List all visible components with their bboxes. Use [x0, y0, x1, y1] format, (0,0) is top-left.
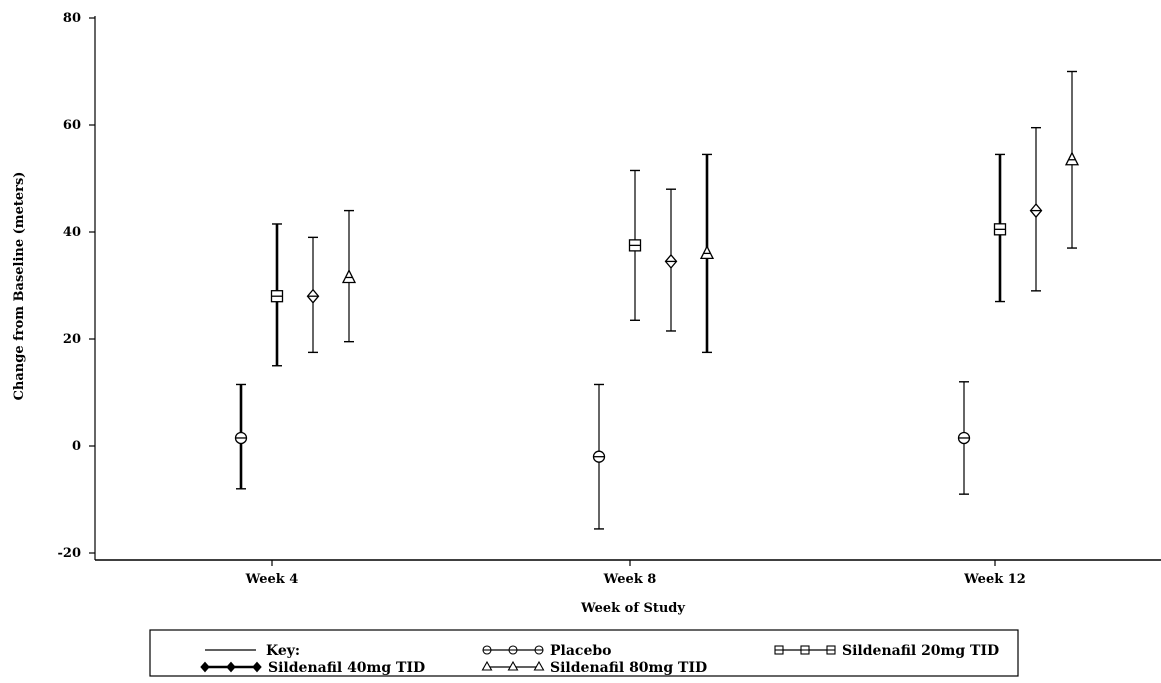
data-point	[959, 432, 970, 443]
legend-label: Sildenafil 80mg TID	[550, 660, 707, 676]
data-point	[701, 246, 713, 258]
x-tick-label: Week 4	[245, 572, 299, 587]
triangle-marker	[343, 270, 355, 282]
x-tick-label: Week 8	[603, 572, 657, 587]
y-tick-label: 0	[72, 439, 81, 454]
legend-marker	[201, 663, 209, 672]
series-sildenafil-40mg-tid	[308, 128, 1042, 353]
legend-marker	[535, 662, 544, 670]
series-sildenafil-20mg-tid	[272, 154, 1006, 365]
data-point	[343, 270, 355, 282]
legend-label: Placebo	[550, 643, 611, 659]
legend-marker	[483, 662, 492, 670]
axes: -20 0 20 40 60 80 Week 4 Week 8 Week 12	[58, 11, 1161, 587]
y-tick-label: -20	[58, 546, 82, 561]
data-point	[594, 451, 605, 462]
x-axis-title: Week of Study	[580, 601, 685, 616]
data-point	[630, 240, 641, 251]
triangle-marker	[701, 246, 713, 258]
legend-marker	[509, 662, 518, 670]
legend-item-circle: Placebo	[483, 643, 611, 659]
legend-label: Sildenafil 40mg TID	[268, 660, 425, 676]
y-tick-label: 40	[63, 225, 81, 240]
legend-item-triangle: Sildenafil 80mg TID	[483, 660, 708, 676]
series-placebo	[236, 382, 970, 529]
y-tick-label: 80	[63, 11, 81, 26]
legend-item-diamond: Sildenafil 40mg TID	[201, 660, 425, 676]
triangle-marker	[1066, 153, 1078, 165]
data-point	[1031, 204, 1042, 217]
series-sildenafil-80mg-tid	[343, 72, 1078, 353]
data-point	[236, 432, 247, 443]
data-point	[666, 255, 677, 268]
y-axis-title: Change from Baseline (meters)	[12, 172, 27, 401]
x-tick-label: Week 12	[963, 572, 1026, 587]
legend: Key: Placebo Sildenafil 20mg TID Sildenafi…	[150, 630, 1018, 676]
legend-marker	[227, 663, 235, 672]
data-point	[1066, 153, 1078, 165]
legend-item-square: Sildenafil 20mg TID	[775, 643, 999, 659]
data-point	[272, 291, 283, 302]
y-tick-label: 60	[63, 118, 81, 133]
legend-label: Sildenafil 20mg TID	[842, 643, 999, 659]
data-point	[308, 290, 319, 303]
plot-marks	[236, 72, 1079, 529]
y-tick-label: 20	[63, 332, 81, 347]
legend-marker	[253, 663, 261, 672]
data-point	[995, 224, 1006, 235]
legend-key-label: Key:	[266, 643, 300, 659]
